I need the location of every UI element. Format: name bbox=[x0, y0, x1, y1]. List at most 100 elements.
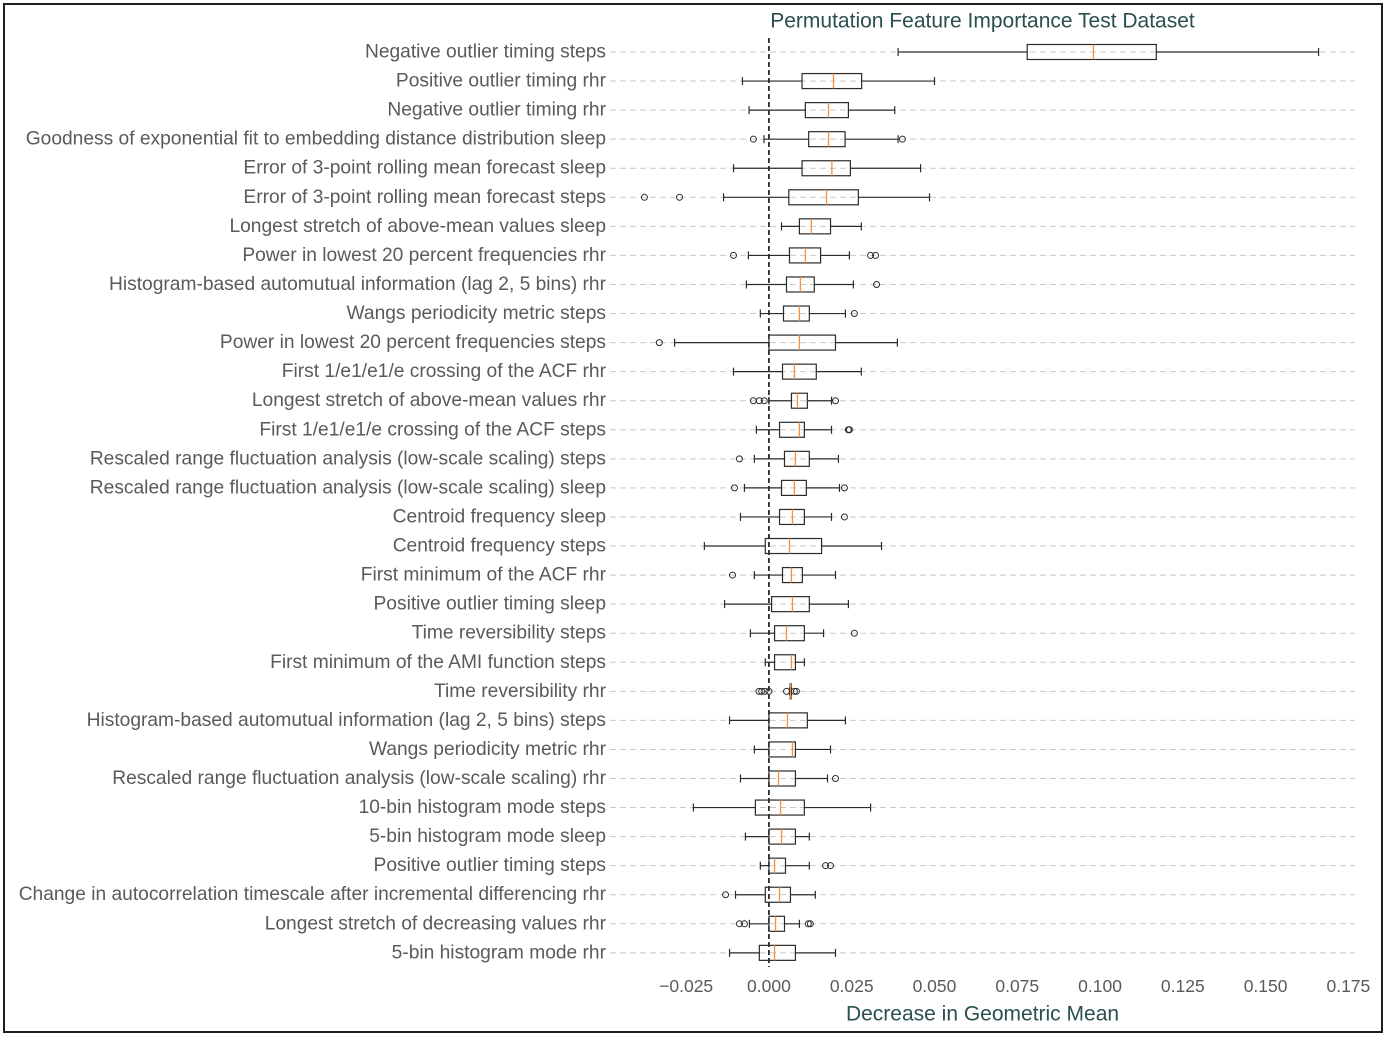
y-tick-label: Negative outlier timing rhr bbox=[387, 100, 606, 121]
y-tick-label: Positive outlier timing steps bbox=[374, 855, 606, 876]
box bbox=[781, 363, 817, 380]
outlier-point bbox=[845, 426, 853, 434]
box bbox=[768, 741, 797, 758]
box bbox=[768, 857, 787, 874]
box bbox=[783, 450, 810, 467]
y-tick-label: Longest stretch of above-mean values rhr bbox=[252, 390, 607, 411]
y-tick-label: Negative outlier timing steps bbox=[365, 42, 606, 63]
box bbox=[801, 72, 863, 90]
box bbox=[798, 218, 832, 235]
box-row bbox=[759, 305, 858, 322]
outlier-point bbox=[760, 397, 768, 405]
box-row bbox=[749, 625, 858, 642]
box-row bbox=[748, 102, 896, 119]
y-tick-label: 5-bin histogram mode sleep bbox=[369, 826, 606, 847]
outlier-point bbox=[827, 862, 835, 870]
outlier-point bbox=[806, 920, 814, 928]
outlier-point bbox=[761, 687, 769, 695]
y-tick-label: 10-bin histogram mode steps bbox=[359, 797, 606, 818]
box-row bbox=[744, 828, 810, 845]
box-row bbox=[735, 915, 814, 932]
y-tick-label: Longest stretch of decreasing values rhr bbox=[265, 913, 607, 934]
outlier-point bbox=[867, 251, 875, 259]
box bbox=[778, 421, 805, 438]
box-row bbox=[728, 712, 847, 729]
box-row bbox=[723, 596, 850, 613]
y-tick-label: Time reversibility rhr bbox=[434, 681, 607, 702]
box-row bbox=[739, 770, 839, 787]
outlier-point bbox=[790, 687, 798, 695]
outlier-point bbox=[792, 687, 800, 695]
box bbox=[768, 828, 797, 845]
y-tick-label: Rescaled range fluctuation analysis (low… bbox=[90, 477, 606, 498]
box bbox=[768, 770, 797, 787]
outlier-point bbox=[831, 397, 839, 405]
y-tick-label: Wangs periodicity metric steps bbox=[347, 303, 606, 324]
x-tick-labels: −0.025 0.000 0.025 0.050 0.075 0.100 0.125 0.15… bbox=[659, 976, 1370, 996]
box-row bbox=[732, 363, 862, 380]
outlier-point bbox=[804, 920, 812, 928]
box bbox=[782, 305, 810, 322]
box-row bbox=[640, 189, 931, 206]
y-tick-label: Positive outlier timing rhr bbox=[396, 71, 607, 92]
chart-title: Permutation Feature Importance Test Data… bbox=[770, 10, 1195, 33]
box-row bbox=[755, 683, 800, 700]
outlier-point bbox=[765, 687, 773, 695]
box bbox=[788, 189, 859, 206]
x-axis-label: Decrease in Geometric Mean bbox=[846, 1003, 1119, 1026]
box-row bbox=[741, 72, 936, 90]
outlier-point bbox=[740, 920, 748, 928]
y-tick-label: Error of 3-point rolling mean forecast s… bbox=[243, 158, 606, 179]
box-row bbox=[749, 392, 839, 409]
outlier-point bbox=[840, 484, 848, 492]
outlier-point bbox=[730, 251, 738, 259]
outlier-point bbox=[735, 455, 743, 463]
outlier-point bbox=[722, 891, 730, 899]
box-row bbox=[728, 944, 837, 961]
box bbox=[801, 160, 851, 177]
box-row bbox=[739, 508, 848, 526]
box-group bbox=[640, 43, 1320, 961]
outlier-point bbox=[850, 310, 858, 318]
y-tick-label: Histogram-based automutual information (… bbox=[87, 710, 606, 731]
y-tick-labels: Negative outlier timing steps Positive ou… bbox=[19, 42, 607, 964]
box-row bbox=[753, 741, 832, 758]
y-tick-label: First minimum of the ACF rhr bbox=[361, 565, 607, 586]
x-tick-label: 0.100 bbox=[1078, 976, 1122, 996]
y-tick-label: Power in lowest 20 percent frequencies r… bbox=[242, 245, 606, 266]
x-tick-label: 0.125 bbox=[1161, 976, 1205, 996]
y-tick-label: Rescaled range fluctuation analysis (low… bbox=[112, 768, 606, 789]
outlier-point bbox=[782, 687, 790, 695]
y-tick-label: Wangs periodicity metric rhr bbox=[369, 739, 607, 760]
box bbox=[808, 131, 846, 148]
x-tick-label: 0.150 bbox=[1244, 976, 1288, 996]
x-tick-label: 0.075 bbox=[995, 976, 1039, 996]
box-row bbox=[755, 421, 853, 438]
y-tick-label: Rescaled range fluctuation analysis (low… bbox=[90, 448, 606, 469]
y-tick-label: Centroid frequency steps bbox=[393, 536, 606, 557]
box-row bbox=[703, 537, 883, 555]
box bbox=[781, 566, 803, 584]
outlier-point bbox=[729, 571, 737, 579]
outlier-point bbox=[755, 397, 763, 405]
x-tick-label: −0.025 bbox=[659, 976, 713, 996]
outlier-point bbox=[749, 135, 757, 143]
box-row bbox=[722, 886, 816, 903]
outlier-point bbox=[730, 484, 738, 492]
box bbox=[768, 915, 786, 932]
y-tick-label: Error of 3-point rolling mean forecast s… bbox=[243, 187, 606, 208]
outlier-point bbox=[898, 135, 906, 143]
box-row bbox=[692, 799, 872, 816]
box bbox=[804, 102, 849, 119]
x-tick-label: 0.050 bbox=[913, 976, 957, 996]
x-tick-label: 0.175 bbox=[1326, 976, 1370, 996]
box-row bbox=[897, 43, 1320, 61]
box bbox=[754, 799, 805, 816]
box-row bbox=[745, 276, 881, 293]
outlier-point bbox=[676, 193, 684, 201]
box bbox=[770, 596, 810, 613]
box bbox=[764, 886, 792, 903]
box-row bbox=[730, 479, 848, 496]
x-tick-label: 0.000 bbox=[747, 976, 791, 996]
